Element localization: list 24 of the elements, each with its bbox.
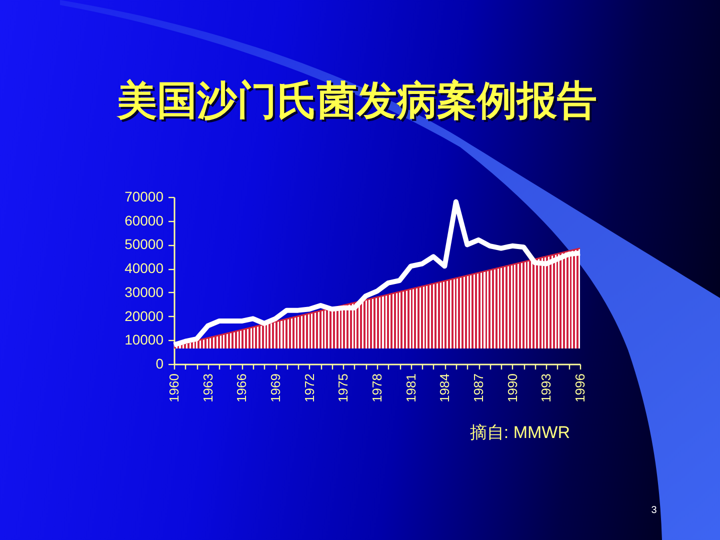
text: 3 (651, 505, 658, 516)
y-tick-label: 40000 (124, 260, 164, 276)
x-tick-label: 1966 (234, 374, 250, 402)
x-tick-label: 1978 (370, 374, 384, 402)
x-tick-label: 1996 (572, 374, 588, 402)
y-tick-label: 70000 (124, 188, 164, 204)
x-tick-label: 1963 (200, 374, 216, 402)
y-tick-label: 0 (156, 356, 164, 372)
x-tick-label: 1960 (166, 374, 182, 402)
x-tick-label: 1990 (504, 374, 520, 402)
y-tick-label: 30000 (124, 284, 164, 300)
x-tick-label: 1993 (538, 374, 554, 402)
text: 摘自: MMWR (470, 423, 570, 442)
y-tick-label: 10000 (124, 332, 164, 348)
x-tick-label: 1969 (268, 374, 283, 402)
chart-title: 美国沙门氏菌发病案例报告 (116, 78, 597, 124)
x-tick-label: 1981 (403, 374, 418, 402)
x-tick-label: 1972 (302, 374, 317, 402)
x-tick-label: 1987 (471, 374, 486, 402)
y-tick-label: 50000 (124, 236, 164, 252)
y-tick-label: 60000 (124, 212, 164, 228)
x-tick-label: 1984 (437, 374, 452, 402)
y-tick-label: 20000 (124, 308, 164, 324)
x-tick-label: 1975 (336, 374, 351, 402)
